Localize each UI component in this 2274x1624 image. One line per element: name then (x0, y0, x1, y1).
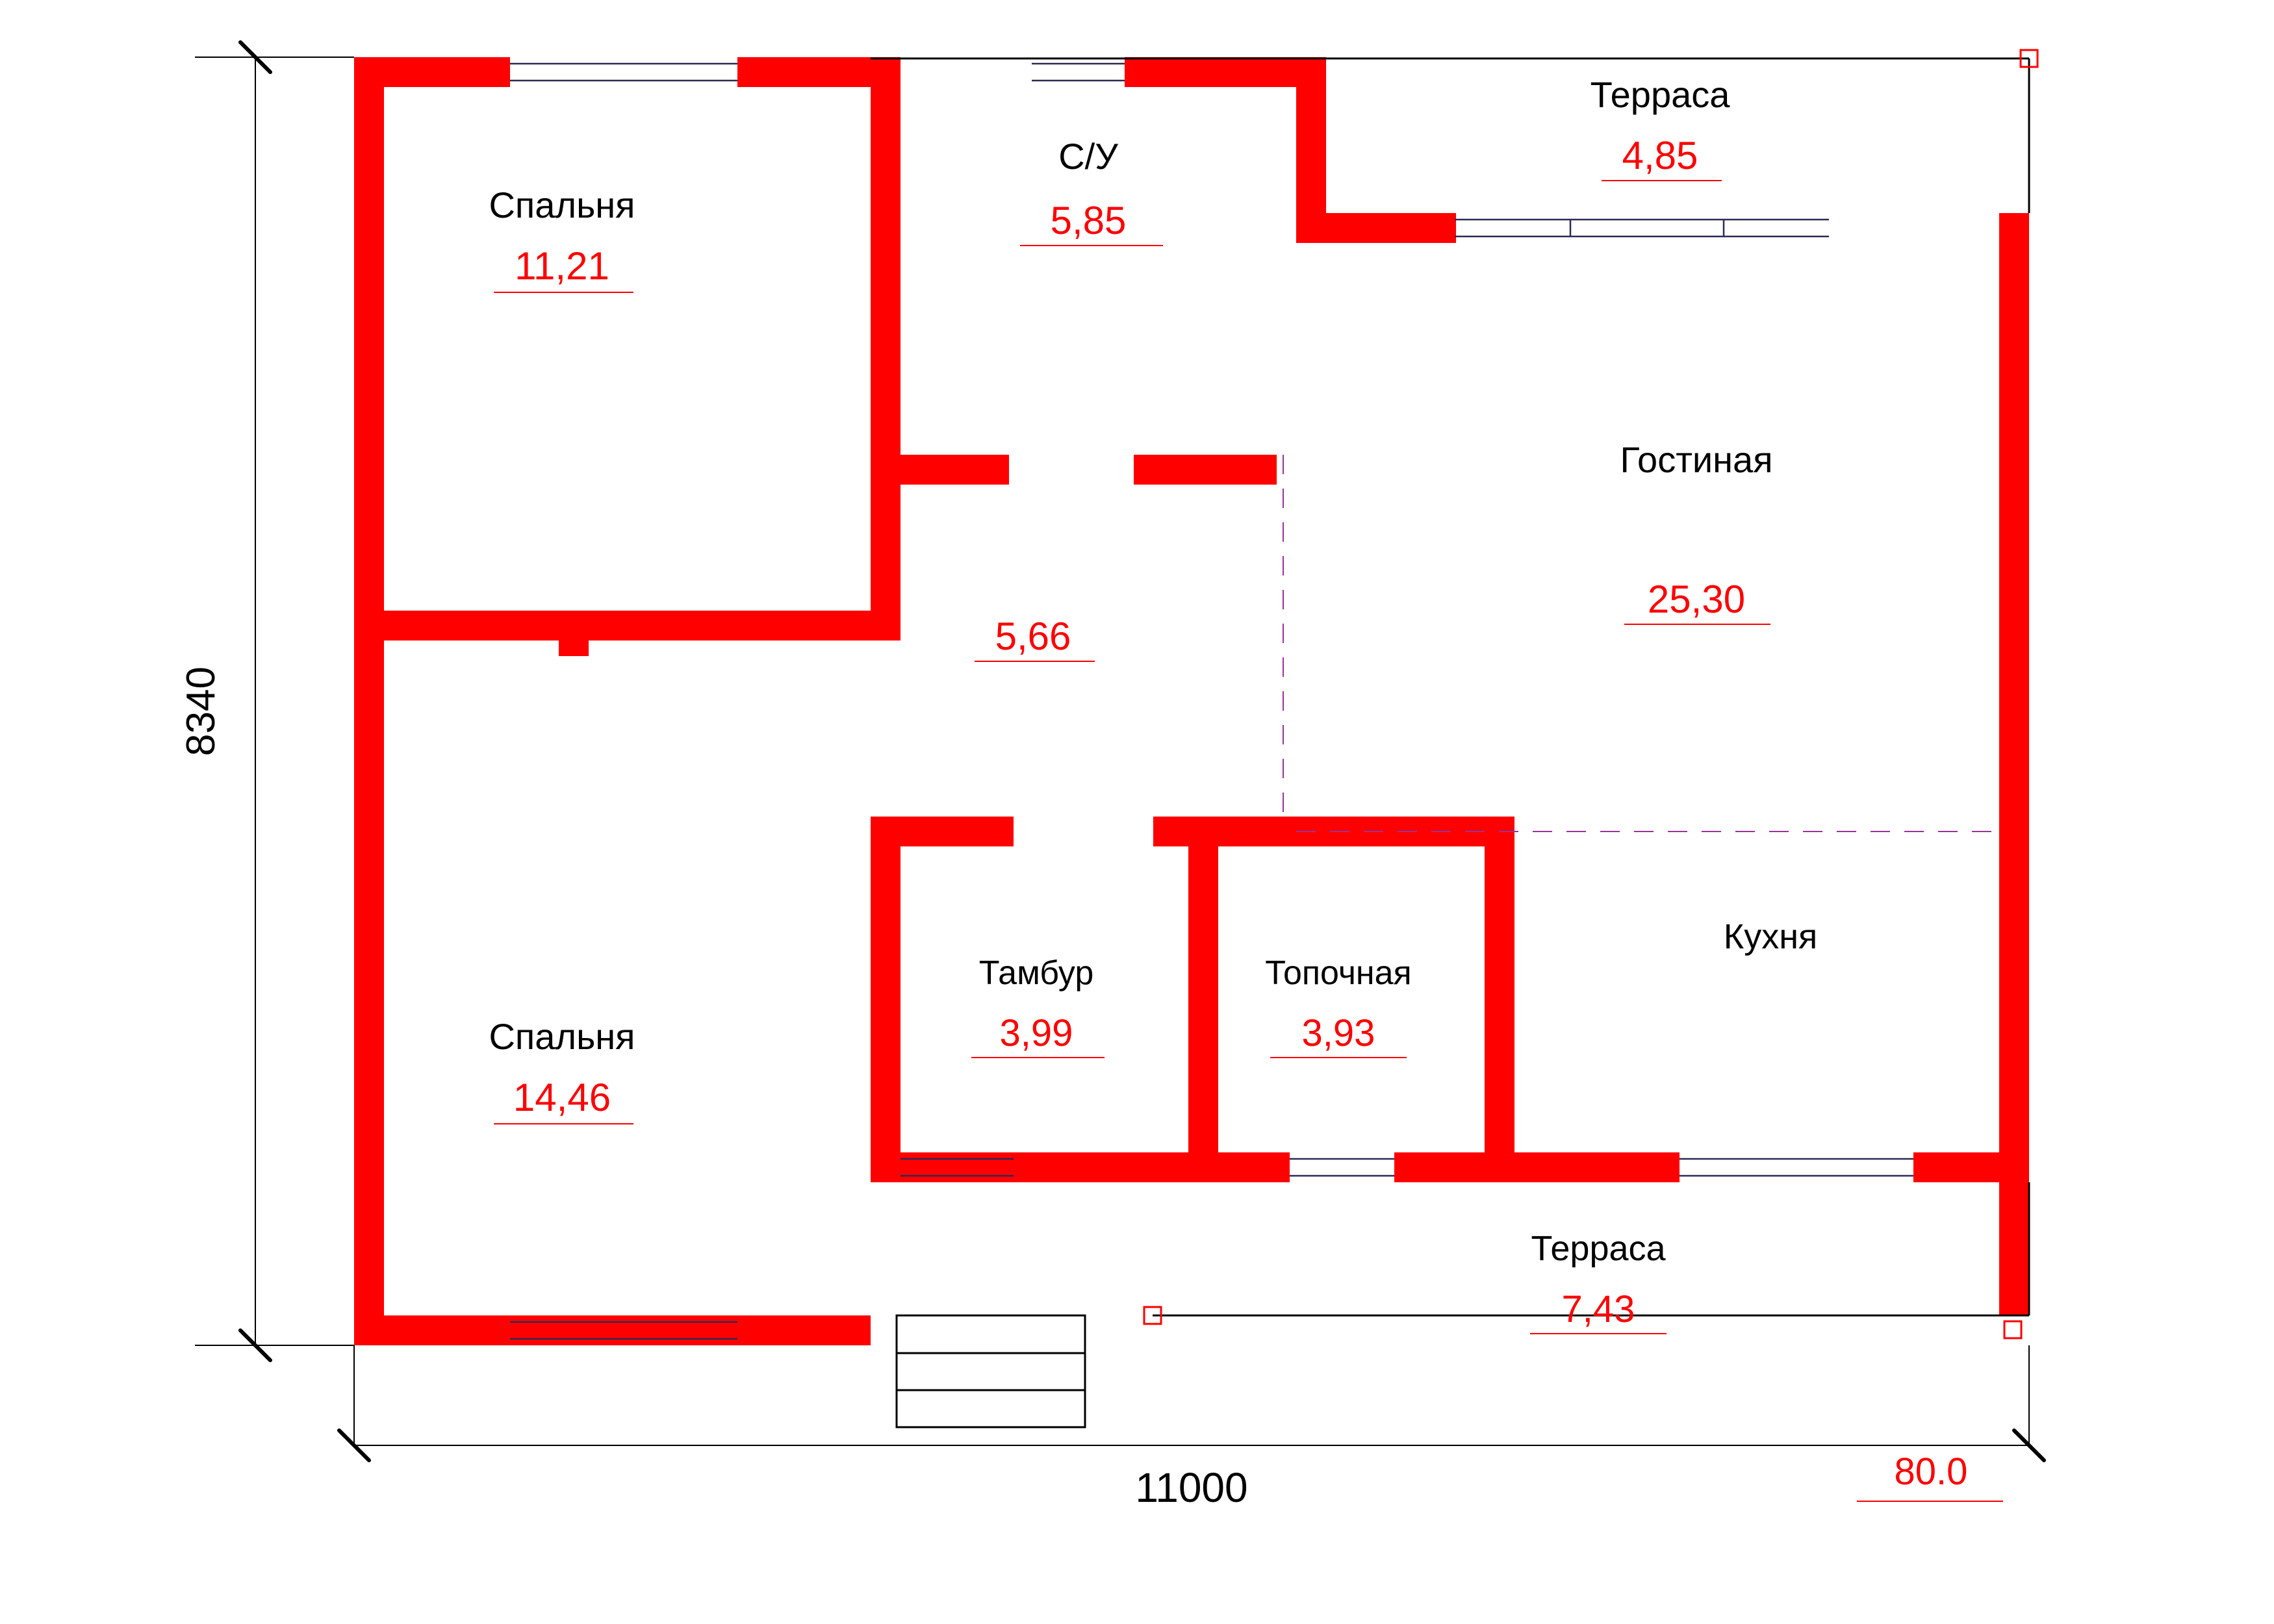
svg-text:11,21: 11,21 (515, 244, 609, 288)
svg-text:14,46: 14,46 (513, 1076, 611, 1119)
svg-text:Топочная: Топочная (1265, 954, 1411, 992)
svg-text:С/У: С/У (1058, 136, 1118, 177)
svg-text:Терраса: Терраса (1531, 1229, 1666, 1268)
svg-text:8340: 8340 (179, 666, 224, 756)
svg-text:Спальня: Спальня (489, 1016, 635, 1057)
svg-text:4,85: 4,85 (1622, 134, 1698, 177)
svg-text:Кухня: Кухня (1724, 917, 1818, 956)
svg-text:25,30: 25,30 (1648, 577, 1745, 621)
svg-text:5,66: 5,66 (995, 615, 1071, 658)
svg-text:Тамбур: Тамбур (979, 954, 1094, 992)
svg-text:Спальня: Спальня (489, 184, 635, 225)
svg-text:11000: 11000 (1135, 1464, 1247, 1511)
svg-text:3,93: 3,93 (1302, 1012, 1375, 1054)
svg-text:80.0: 80.0 (1895, 1451, 1968, 1493)
svg-text:7,43: 7,43 (1562, 1288, 1635, 1330)
svg-text:5,85: 5,85 (1051, 199, 1127, 242)
svg-text:Гостиная: Гостиная (1620, 439, 1772, 480)
svg-text:Терраса: Терраса (1591, 74, 1731, 115)
svg-text:3,99: 3,99 (1000, 1012, 1073, 1054)
